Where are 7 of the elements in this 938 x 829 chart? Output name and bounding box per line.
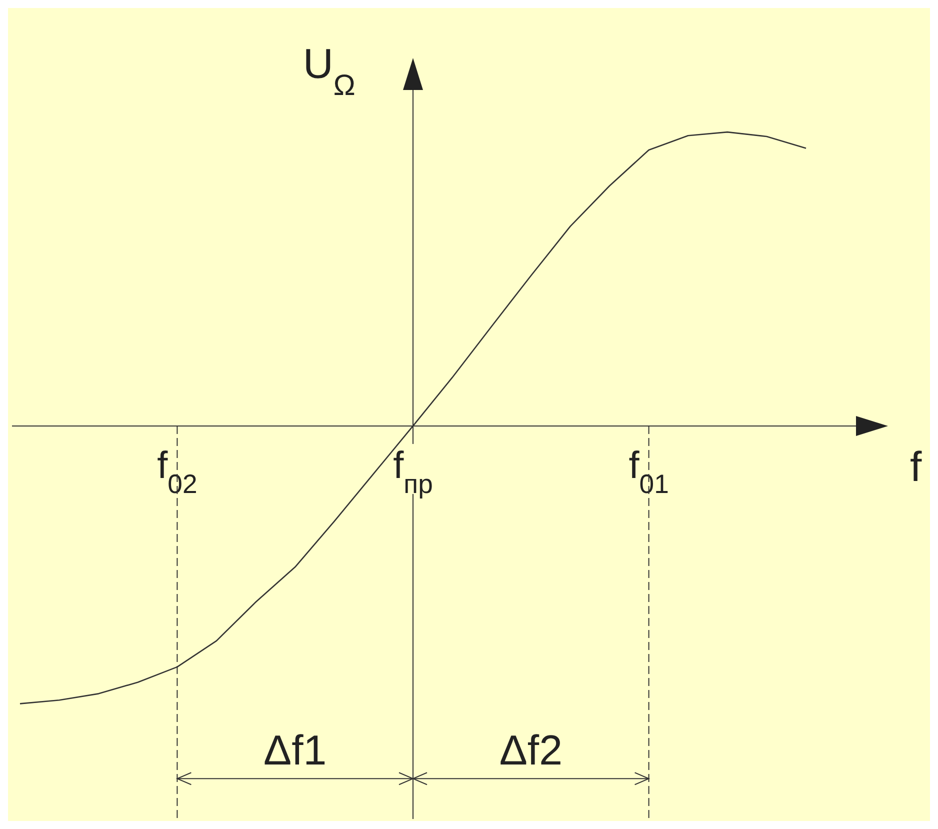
x-axis-title: f	[910, 442, 922, 490]
text: Δf1	[264, 726, 327, 774]
x-tick-label: f$_{02}$	[157, 444, 198, 499]
text: Δf2	[499, 726, 562, 774]
x-tick-label: f$_{01}$	[628, 444, 669, 499]
y-axis-title: U$_{Ω}$	[303, 40, 356, 102]
x-tick-label: f$_{пр}$	[393, 444, 433, 499]
